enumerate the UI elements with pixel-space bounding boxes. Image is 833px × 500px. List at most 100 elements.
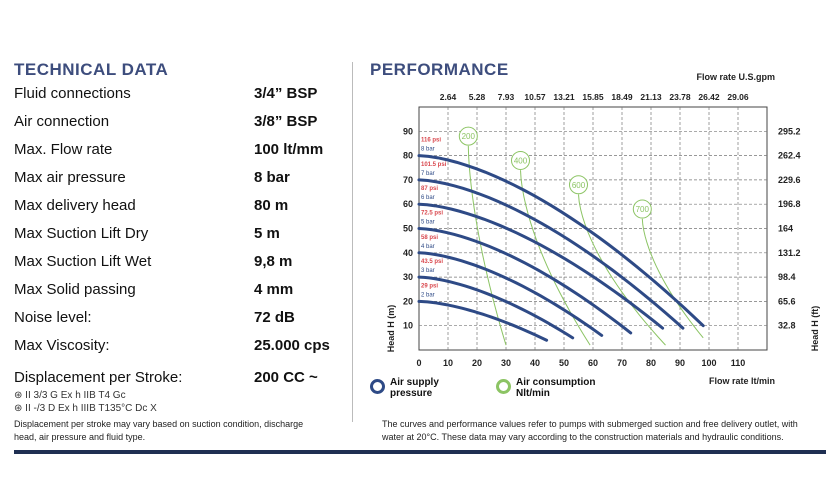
atex-line-2: ⊛ II -/3 D Ex h IIIB T135°C Dc X	[14, 403, 157, 414]
x-tick-label: 10	[443, 358, 453, 368]
spec-label: Displacement per Stroke:	[14, 369, 183, 386]
legend-label: Nlt/min	[516, 388, 550, 399]
spec-value: 72 dB	[254, 309, 295, 326]
bar-label: 3 bar	[421, 268, 435, 274]
spec-label: Max Suction Lift Wet	[14, 253, 152, 270]
x2-tick-label: 23.78	[669, 92, 691, 102]
spec-label: Max Viscosity:	[14, 337, 110, 354]
spec-label: Air connection	[14, 113, 110, 130]
air-supply-legend-icon	[370, 379, 385, 394]
y-tick-label: 90	[403, 126, 413, 136]
spec-label: Max delivery head	[14, 197, 136, 214]
x2-axis-label: Flow rate U.S.gpm	[696, 72, 775, 82]
air-consumption-curve	[578, 194, 666, 346]
x-tick-label: 50	[559, 358, 569, 368]
atex-line-1: ⊛ II 3/3 G Ex h IIB T4 Gc	[14, 390, 126, 401]
x2-tick-label: 13.21	[553, 92, 575, 102]
spec-value: 9,8 m	[254, 253, 293, 270]
x-tick-label: 20	[472, 358, 482, 368]
technical-data-title: TECHNICAL DATA	[14, 60, 169, 79]
x2-tick-label: 5.28	[469, 92, 486, 102]
y2-tick-label: 262.4	[778, 151, 801, 161]
air-consumption-label: 700	[636, 205, 650, 214]
x-tick-label: 0	[416, 358, 421, 368]
x-tick-label: 90	[675, 358, 685, 368]
legend-label: Air supply	[390, 377, 439, 388]
psi-label: 72.5 psi	[421, 211, 443, 217]
y-tick-label: 30	[403, 272, 413, 282]
y-tick-label: 20	[403, 296, 413, 306]
air-consumption-label: 400	[514, 156, 528, 165]
spec-value: 3/8” BSP	[254, 113, 318, 130]
spec-value: 8 bar	[254, 169, 290, 186]
air-consumption-marker	[569, 175, 588, 195]
x2-tick-label: 2.64	[440, 92, 457, 102]
y2-tick-label: 196.8	[778, 199, 801, 209]
x-tick-label: 110	[731, 358, 746, 368]
bottom-bar	[14, 450, 826, 454]
spec-value: 4 mm	[254, 281, 294, 298]
bar-label: 7 bar	[421, 171, 435, 177]
x2-tick-label: 29.06	[727, 92, 749, 102]
y-tick-label: 50	[403, 224, 413, 234]
pressure-curve	[417, 202, 665, 330]
x2-tick-label: 26.42	[698, 92, 720, 102]
bar-label: 5 bar	[421, 220, 435, 226]
atex-text: II 3/3 G Ex h IIB T4 Gc	[25, 390, 126, 401]
psi-label: 101.5 psi	[421, 162, 447, 168]
psi-label: 58 psi	[421, 235, 438, 241]
legend-label: pressure	[390, 388, 433, 399]
y2-axis-label: Head H (ft)	[810, 306, 820, 352]
x-tick-label: 100	[701, 358, 716, 368]
spec-label: Noise level:	[14, 309, 92, 326]
spec-row: Max. Flow rate 100 lt/mm	[14, 141, 344, 167]
pressure-curve	[417, 275, 575, 340]
spec-row: Max Viscosity: 25.000 cps	[14, 337, 344, 363]
air-consumption-marker	[511, 150, 530, 170]
psi-label: 87 psi	[421, 186, 438, 192]
spec-row: Max Suction Lift Wet 9,8 m	[14, 253, 344, 279]
y2-tick-label: 164	[778, 224, 793, 234]
y-tick-label: 80	[403, 151, 413, 161]
spec-row: Max Suction Lift Dry 5 m	[14, 225, 344, 251]
spec-value: 5 m	[254, 225, 280, 242]
air-consumption-marker	[632, 199, 652, 219]
x2-tick-label: 7.93	[498, 92, 515, 102]
air-consumption-label: 600	[572, 181, 586, 190]
pressure-curve	[417, 227, 633, 335]
x2-tick-label: 15.85	[582, 92, 604, 102]
atex-text: II -/3 D Ex h IIIB T135°C Dc X	[25, 403, 157, 414]
y-tick-label: 10	[403, 321, 413, 331]
psi-label: 29 psi	[421, 283, 438, 289]
spec-row: Max Solid passing 4 mm	[14, 281, 344, 307]
bar-label: 6 bar	[421, 195, 435, 201]
psi-label: 116 psi	[421, 138, 441, 144]
y2-tick-label: 32.8	[778, 321, 796, 331]
spec-label: Max. Flow rate	[14, 141, 113, 158]
spec-row: Max delivery head 80 m	[14, 197, 344, 223]
air-consumption-curve	[641, 218, 704, 339]
spec-value: 100 lt/mm	[254, 141, 324, 158]
spec-row: Fluid connections 3/4” BSP	[14, 85, 344, 111]
bar-label: 8 bar	[421, 147, 435, 153]
pressure-curve	[417, 178, 685, 330]
x-tick-label: 70	[617, 358, 627, 368]
x-tick-label: 30	[501, 358, 511, 368]
bar-label: 2 bar	[421, 292, 435, 298]
air-consumption-legend-icon	[496, 379, 511, 394]
y-tick-label: 40	[403, 248, 413, 258]
pressure-curve	[417, 251, 604, 337]
spec-label: Max Solid passing	[14, 281, 136, 298]
performance-title: PERFORMANCE	[370, 60, 509, 79]
x-tick-label: 40	[530, 358, 540, 368]
air-consumption-label: 200	[462, 132, 476, 141]
spec-label: Max air pressure	[14, 169, 126, 186]
spec-value: 3/4” BSP	[254, 85, 318, 102]
x-tick-label: 80	[646, 358, 656, 368]
x2-tick-label: 10.57	[524, 92, 546, 102]
spec-row: Noise level: 72 dB	[14, 309, 344, 335]
x2-tick-label: 18.49	[611, 92, 633, 102]
y2-tick-label: 131.2	[778, 248, 801, 258]
spec-value: 200 CC ~	[254, 369, 318, 386]
spec-row: Max air pressure 8 bar	[14, 169, 344, 195]
